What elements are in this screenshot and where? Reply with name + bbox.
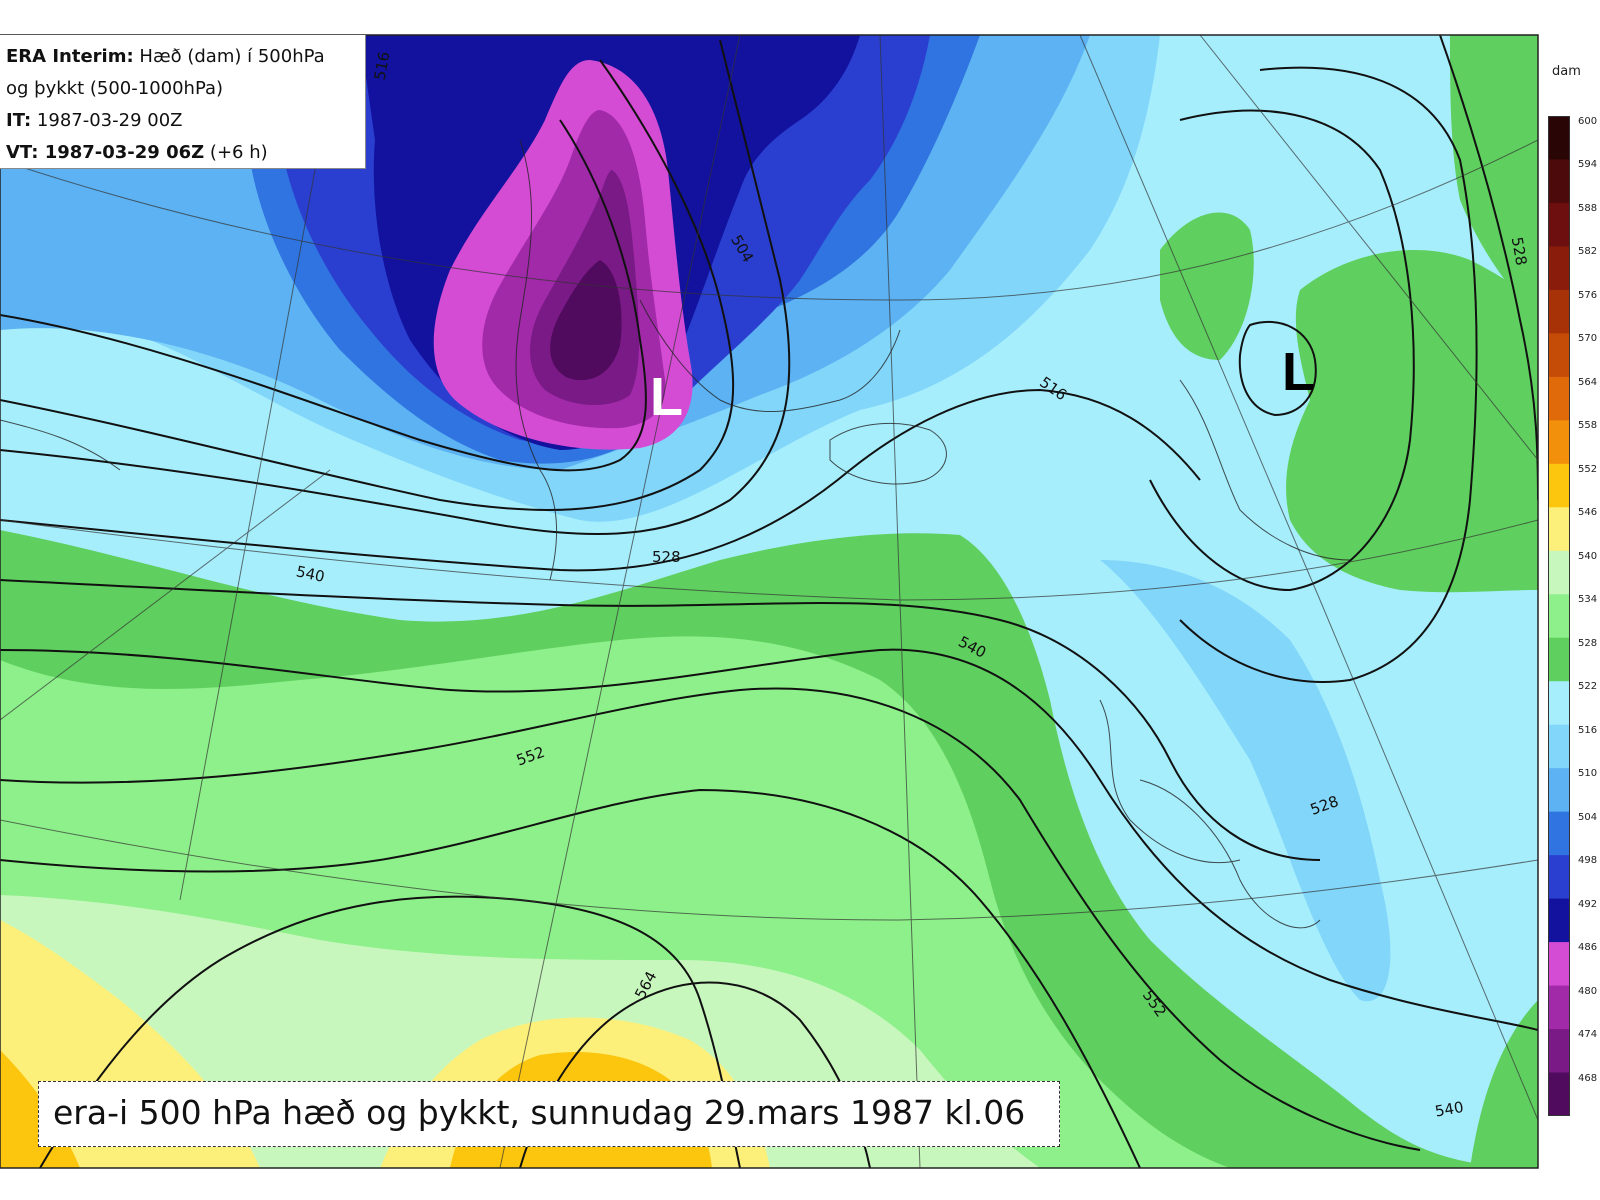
contour-label: 528 <box>652 548 681 566</box>
contour-label: 528 <box>1508 236 1531 267</box>
low-pressure-marker-white: L <box>650 370 683 424</box>
contour-label: 540 <box>1434 1098 1465 1121</box>
colorbar-tick-label: 486 <box>1578 942 1598 954</box>
colorbar-segment <box>1548 942 1570 987</box>
colorbar-segment <box>1548 811 1570 856</box>
colorbar-tick-label: 576 <box>1578 289 1598 301</box>
colorbar-segment <box>1548 420 1570 465</box>
low-label: L <box>1282 342 1315 402</box>
colorbar-tick-label: 600 <box>1578 116 1598 127</box>
colorbar-segment <box>1548 246 1570 291</box>
colorbar-tick-label: 558 <box>1578 420 1598 432</box>
colorbar <box>1548 116 1570 1116</box>
map-caption: era-i 500 hPa hæð og þykkt, sunnudag 29.… <box>38 1081 1060 1147</box>
title-line-2: og þykkt (500-1000hPa) <box>6 78 224 99</box>
valid-time: VT: 1987-03-29 06Z (+6 h) <box>6 137 365 169</box>
colorbar-segment <box>1548 463 1570 508</box>
colorbar-tick-label: 516 <box>1578 724 1598 736</box>
model-name: ERA Interim: <box>6 46 134 67</box>
colorbar-unit: dam <box>1552 64 1581 79</box>
colorbar-tick-label: 546 <box>1578 507 1598 519</box>
colorbar-tick-label: 522 <box>1578 681 1598 693</box>
low-pressure-marker-black: L <box>1282 345 1315 399</box>
vt-label: VT: 1987-03-29 06Z <box>6 142 205 163</box>
colorbar-segment <box>1548 159 1570 204</box>
colorbar-tick-label: 534 <box>1578 594 1598 606</box>
colorbar-tick-label: 492 <box>1578 898 1598 910</box>
colorbar-frame <box>1548 116 1570 1116</box>
colorbar-segment <box>1548 507 1570 552</box>
colorbar-segment <box>1548 637 1570 682</box>
colorbar-tick-label: 540 <box>1578 550 1598 562</box>
colorbar-tick-label: 474 <box>1578 1029 1598 1041</box>
colorbar-tick-label: 510 <box>1578 768 1598 780</box>
title-line-1: ERA Interim: Hæð (dam) í 500hPa <box>6 41 365 73</box>
thickness-field <box>0 35 1538 1168</box>
contour-label: 516 <box>371 50 394 81</box>
graticule <box>0 35 1538 1168</box>
colorbar-tick-label: 480 <box>1578 985 1598 997</box>
colorbar-tick-label: 594 <box>1578 159 1598 171</box>
colorbar-segment <box>1548 376 1570 421</box>
colorbar-tick-label: 498 <box>1578 855 1598 867</box>
colorbar-segment <box>1548 202 1570 247</box>
colorbar-tick-label: 504 <box>1578 811 1598 823</box>
colorbar-tick-label: 552 <box>1578 463 1598 475</box>
colorbar-tick-label: 564 <box>1578 376 1598 388</box>
colorbar-segment <box>1548 333 1570 378</box>
it-value: 1987-03-29 00Z <box>31 110 183 131</box>
colorbar-segment <box>1548 681 1570 726</box>
colorbar-tick-label: 588 <box>1578 202 1598 214</box>
colorbar-segment <box>1548 768 1570 813</box>
colorbar-segment <box>1548 855 1570 900</box>
colorbar-tick-label: 582 <box>1578 246 1598 258</box>
colorbar-segment <box>1548 724 1570 769</box>
colorbar-tick-label: 570 <box>1578 333 1598 345</box>
it-label: IT: <box>6 110 32 131</box>
initial-time: IT: 1987-03-29 00Z <box>6 105 365 137</box>
colorbar-segment <box>1548 898 1570 943</box>
colorbar-tick-label: 468 <box>1578 1072 1598 1084</box>
colorbar-segment <box>1548 116 1570 160</box>
low-label: L <box>650 367 683 427</box>
contour-label: 540 <box>295 562 327 586</box>
coastlines <box>0 139 1351 929</box>
colorbar-segment <box>1548 289 1570 334</box>
map-info-box: ERA Interim: Hæð (dam) í 500hPa og þykkt… <box>0 35 366 169</box>
colorbar-segment <box>1548 1029 1570 1074</box>
colorbar-tick-label: 528 <box>1578 637 1598 649</box>
colorbar-segment <box>1548 985 1570 1030</box>
colorbar-segment <box>1548 594 1570 639</box>
colorbar-segment <box>1548 1072 1570 1116</box>
colorbar-segment <box>1548 550 1570 595</box>
title-variable: Hæð (dam) í 500hPa <box>133 46 325 67</box>
vt-extra: (+6 h) <box>204 142 268 163</box>
